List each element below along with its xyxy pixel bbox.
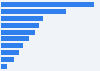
Bar	[1, 23, 39, 28]
Bar	[1, 43, 23, 48]
Bar	[1, 50, 19, 55]
Bar	[1, 57, 14, 62]
Bar	[1, 64, 7, 69]
Bar	[1, 16, 43, 21]
Bar	[1, 30, 36, 35]
Bar	[1, 36, 29, 41]
Bar	[1, 2, 94, 7]
Bar	[1, 9, 66, 14]
